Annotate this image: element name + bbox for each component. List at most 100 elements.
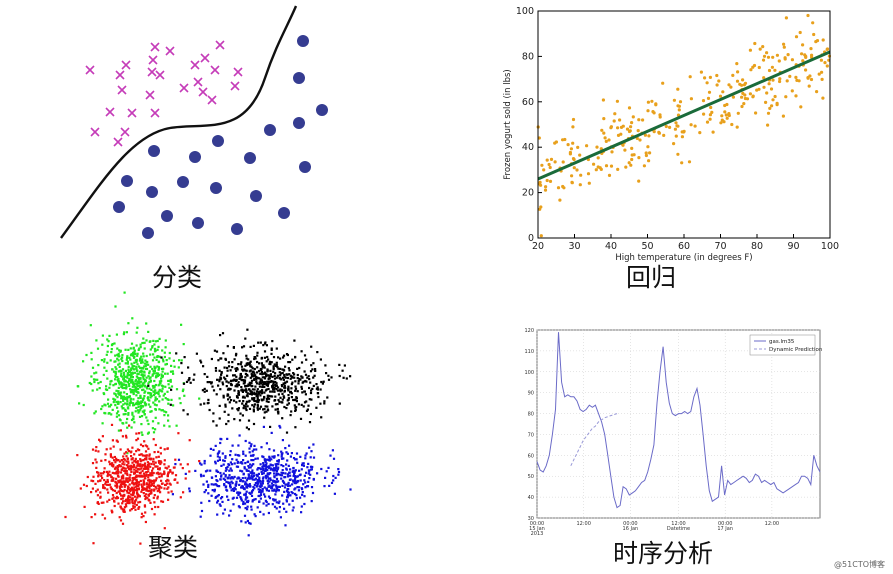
cluster-point bbox=[239, 412, 242, 415]
cluster-point bbox=[286, 475, 290, 478]
cluster-point bbox=[147, 464, 150, 467]
cluster-point bbox=[163, 448, 166, 451]
cluster-point bbox=[156, 495, 159, 498]
cluster-point bbox=[127, 494, 130, 498]
cluster-point bbox=[153, 489, 156, 492]
cluster-point bbox=[114, 378, 117, 381]
cluster-point bbox=[225, 467, 228, 470]
cluster-point bbox=[147, 398, 150, 401]
data-point bbox=[579, 173, 583, 177]
cluster-point bbox=[100, 501, 103, 504]
data-point bbox=[672, 98, 676, 102]
cluster-point bbox=[202, 474, 205, 477]
cluster-point bbox=[125, 464, 129, 467]
cluster-point bbox=[103, 411, 106, 415]
cluster-point bbox=[115, 457, 118, 460]
cluster-point bbox=[182, 388, 185, 391]
cluster-point bbox=[128, 489, 131, 492]
cluster-point bbox=[228, 474, 231, 477]
cluster-point bbox=[121, 354, 124, 357]
cross-marker bbox=[198, 87, 208, 97]
y-tick-label: 0 bbox=[528, 233, 534, 244]
cluster-point bbox=[300, 387, 303, 390]
cluster-point bbox=[123, 373, 126, 376]
cluster-point bbox=[295, 475, 298, 478]
cluster-point bbox=[172, 359, 175, 362]
cluster-point bbox=[137, 385, 140, 388]
cluster-point bbox=[134, 499, 137, 502]
cluster-point bbox=[292, 372, 295, 375]
data-point bbox=[773, 94, 777, 99]
cluster-point bbox=[264, 405, 267, 408]
cross-marker bbox=[105, 107, 115, 117]
cluster-point bbox=[274, 383, 277, 386]
cluster-point bbox=[250, 391, 253, 394]
cluster-point bbox=[131, 417, 135, 420]
cluster-point bbox=[276, 468, 279, 471]
cluster-point bbox=[112, 477, 115, 480]
cluster-point bbox=[142, 515, 145, 518]
cluster-point bbox=[282, 378, 285, 381]
cluster-point bbox=[223, 459, 226, 463]
cluster-point bbox=[122, 490, 125, 493]
cluster-point bbox=[133, 421, 136, 424]
cluster-point bbox=[256, 398, 259, 401]
cluster-point bbox=[231, 476, 234, 479]
cluster-point bbox=[82, 483, 86, 486]
cluster-point bbox=[160, 377, 163, 380]
cluster-point bbox=[324, 364, 327, 367]
classification-panel: 分类 bbox=[40, 0, 380, 300]
cluster-point bbox=[256, 403, 259, 406]
cluster-point bbox=[149, 405, 152, 408]
cluster-point bbox=[143, 494, 146, 497]
cluster-point bbox=[103, 467, 106, 470]
cluster-point bbox=[274, 498, 277, 501]
data-point bbox=[644, 153, 648, 158]
cluster-point bbox=[179, 402, 182, 405]
cluster-point bbox=[102, 485, 105, 488]
cluster-point bbox=[129, 379, 132, 382]
data-point bbox=[743, 81, 748, 85]
cluster-point bbox=[234, 385, 237, 388]
cluster-point bbox=[126, 362, 129, 365]
cluster-point bbox=[123, 391, 126, 394]
cluster-point bbox=[199, 515, 202, 518]
cluster-point bbox=[138, 370, 142, 373]
cluster-point bbox=[254, 457, 257, 460]
cluster-point bbox=[219, 504, 222, 507]
cluster-point bbox=[143, 365, 146, 368]
data-point bbox=[571, 125, 575, 129]
cluster-point bbox=[115, 333, 118, 336]
cluster-point bbox=[269, 477, 272, 480]
cluster-point bbox=[238, 377, 241, 380]
cluster-point bbox=[114, 372, 117, 375]
cluster-point bbox=[290, 410, 293, 413]
data-point bbox=[595, 145, 599, 149]
cluster-point bbox=[225, 480, 228, 483]
cluster-point bbox=[269, 467, 273, 470]
cluster-point bbox=[143, 462, 147, 465]
cluster-point bbox=[216, 495, 219, 498]
cluster-point bbox=[135, 359, 138, 362]
cluster-point bbox=[93, 372, 96, 375]
cluster-point bbox=[288, 471, 291, 474]
data-point bbox=[676, 87, 680, 91]
data-point bbox=[815, 90, 819, 94]
cluster-point bbox=[128, 424, 131, 427]
cluster-point bbox=[308, 421, 312, 424]
cluster-point bbox=[294, 406, 297, 409]
cluster-point bbox=[332, 479, 335, 482]
cluster-point bbox=[161, 375, 164, 379]
cluster-point bbox=[221, 381, 224, 384]
cluster-point bbox=[146, 419, 149, 422]
cluster-point bbox=[128, 373, 131, 376]
data-point bbox=[827, 54, 831, 58]
cluster-point bbox=[338, 363, 341, 366]
cluster-point bbox=[247, 484, 250, 487]
cluster-point bbox=[165, 362, 168, 366]
cluster-point bbox=[98, 438, 101, 441]
cluster-point bbox=[117, 465, 120, 469]
cluster-point bbox=[129, 487, 132, 491]
cluster-point bbox=[121, 508, 124, 511]
fit-line bbox=[537, 50, 831, 181]
